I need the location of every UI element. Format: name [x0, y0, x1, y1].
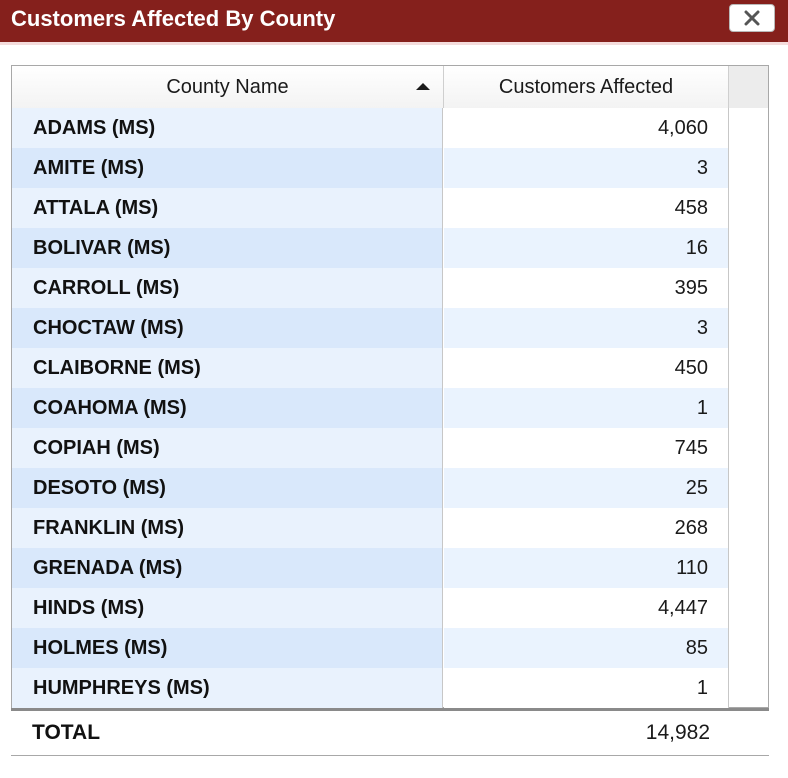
customers-affected-cell: 458 — [444, 188, 729, 228]
county-name-cell: ADAMS (MS) — [12, 108, 443, 148]
table-row[interactable]: HUMPHREYS (MS) 1 — [12, 668, 729, 708]
dialog-title: Customers Affected By County — [11, 6, 336, 31]
sort-ascending-icon[interactable] — [416, 83, 430, 90]
table-body: ADAMS (MS) 4,060 AMITE (MS) 3 ATTALA (MS) 458… — [12, 108, 768, 708]
customers-affected-cell: 450 — [444, 348, 729, 388]
table-row[interactable]: FRANKLIN (MS) 268 — [12, 508, 729, 548]
county-name-cell: HUMPHREYS (MS) — [12, 668, 443, 708]
county-name-cell: GRENADA (MS) — [12, 548, 443, 588]
close-icon — [744, 10, 760, 26]
county-name-cell: COPIAH (MS) — [12, 428, 443, 468]
header-spacer — [729, 66, 768, 108]
customers-affected-cell: 745 — [444, 428, 729, 468]
column-header-county-name[interactable]: County Name — [12, 66, 444, 108]
county-name-cell: CARROLL (MS) — [12, 268, 443, 308]
county-name-cell: HOLMES (MS) — [12, 628, 443, 668]
customers-affected-cell: 268 — [444, 508, 729, 548]
county-table: County Name Customers Affected ADAMS (MS… — [11, 65, 769, 708]
table-row[interactable]: HINDS (MS) 4,447 — [12, 588, 729, 628]
table-row[interactable]: DESOTO (MS) 25 — [12, 468, 729, 508]
customers-affected-cell: 85 — [444, 628, 729, 668]
customers-affected-cell: 3 — [444, 148, 729, 188]
table-row[interactable]: GRENADA (MS) 110 — [12, 548, 729, 588]
table-row[interactable]: ADAMS (MS) 4,060 — [12, 108, 729, 148]
county-name-cell: FRANKLIN (MS) — [12, 508, 443, 548]
customers-affected-cell: 3 — [444, 308, 729, 348]
table-row[interactable]: AMITE (MS) 3 — [12, 148, 729, 188]
table-row[interactable]: HOLMES (MS) 85 — [12, 628, 729, 668]
county-name-cell: ATTALA (MS) — [12, 188, 443, 228]
county-name-cell: AMITE (MS) — [12, 148, 443, 188]
column-header-label: County Name — [166, 76, 289, 98]
customers-affected-cell: 1 — [444, 668, 729, 708]
customers-affected-cell: 1 — [444, 388, 729, 428]
close-button[interactable] — [729, 4, 775, 32]
customers-affected-cell: 4,447 — [444, 588, 729, 628]
table-row[interactable]: CLAIBORNE (MS) 450 — [12, 348, 729, 388]
customers-affected-cell: 16 — [444, 228, 729, 268]
customers-affected-cell: 110 — [444, 548, 729, 588]
table-row[interactable]: COPIAH (MS) 745 — [12, 428, 729, 468]
county-name-cell: COAHOMA (MS) — [12, 388, 443, 428]
county-name-cell: HINDS (MS) — [12, 588, 443, 628]
county-name-cell: CLAIBORNE (MS) — [12, 348, 443, 388]
total-label: TOTAL — [32, 721, 101, 744]
county-name-cell: DESOTO (MS) — [12, 468, 443, 508]
customers-affected-cell: 4,060 — [444, 108, 729, 148]
dialog-titlebar: Customers Affected By County — [0, 0, 788, 42]
county-name-cell: CHOCTAW (MS) — [12, 308, 443, 348]
customers-affected-cell: 395 — [444, 268, 729, 308]
table-row[interactable]: CHOCTAW (MS) 3 — [12, 308, 729, 348]
table-row[interactable]: BOLIVAR (MS) 16 — [12, 228, 729, 268]
table-row[interactable]: ATTALA (MS) 458 — [12, 188, 729, 228]
column-header-label: Customers Affected — [498, 76, 674, 98]
table-header: County Name Customers Affected — [12, 66, 768, 108]
total-value: 14,982 — [645, 721, 710, 744]
titlebar-divider — [0, 42, 788, 45]
table-row[interactable]: CARROLL (MS) 395 — [12, 268, 729, 308]
table-row[interactable]: COAHOMA (MS) 1 — [12, 388, 729, 428]
customers-affected-cell: 25 — [444, 468, 729, 508]
total-row: TOTAL 14,982 — [11, 708, 769, 756]
column-header-customers-affected[interactable]: Customers Affected — [444, 66, 729, 108]
county-name-cell: BOLIVAR (MS) — [12, 228, 443, 268]
